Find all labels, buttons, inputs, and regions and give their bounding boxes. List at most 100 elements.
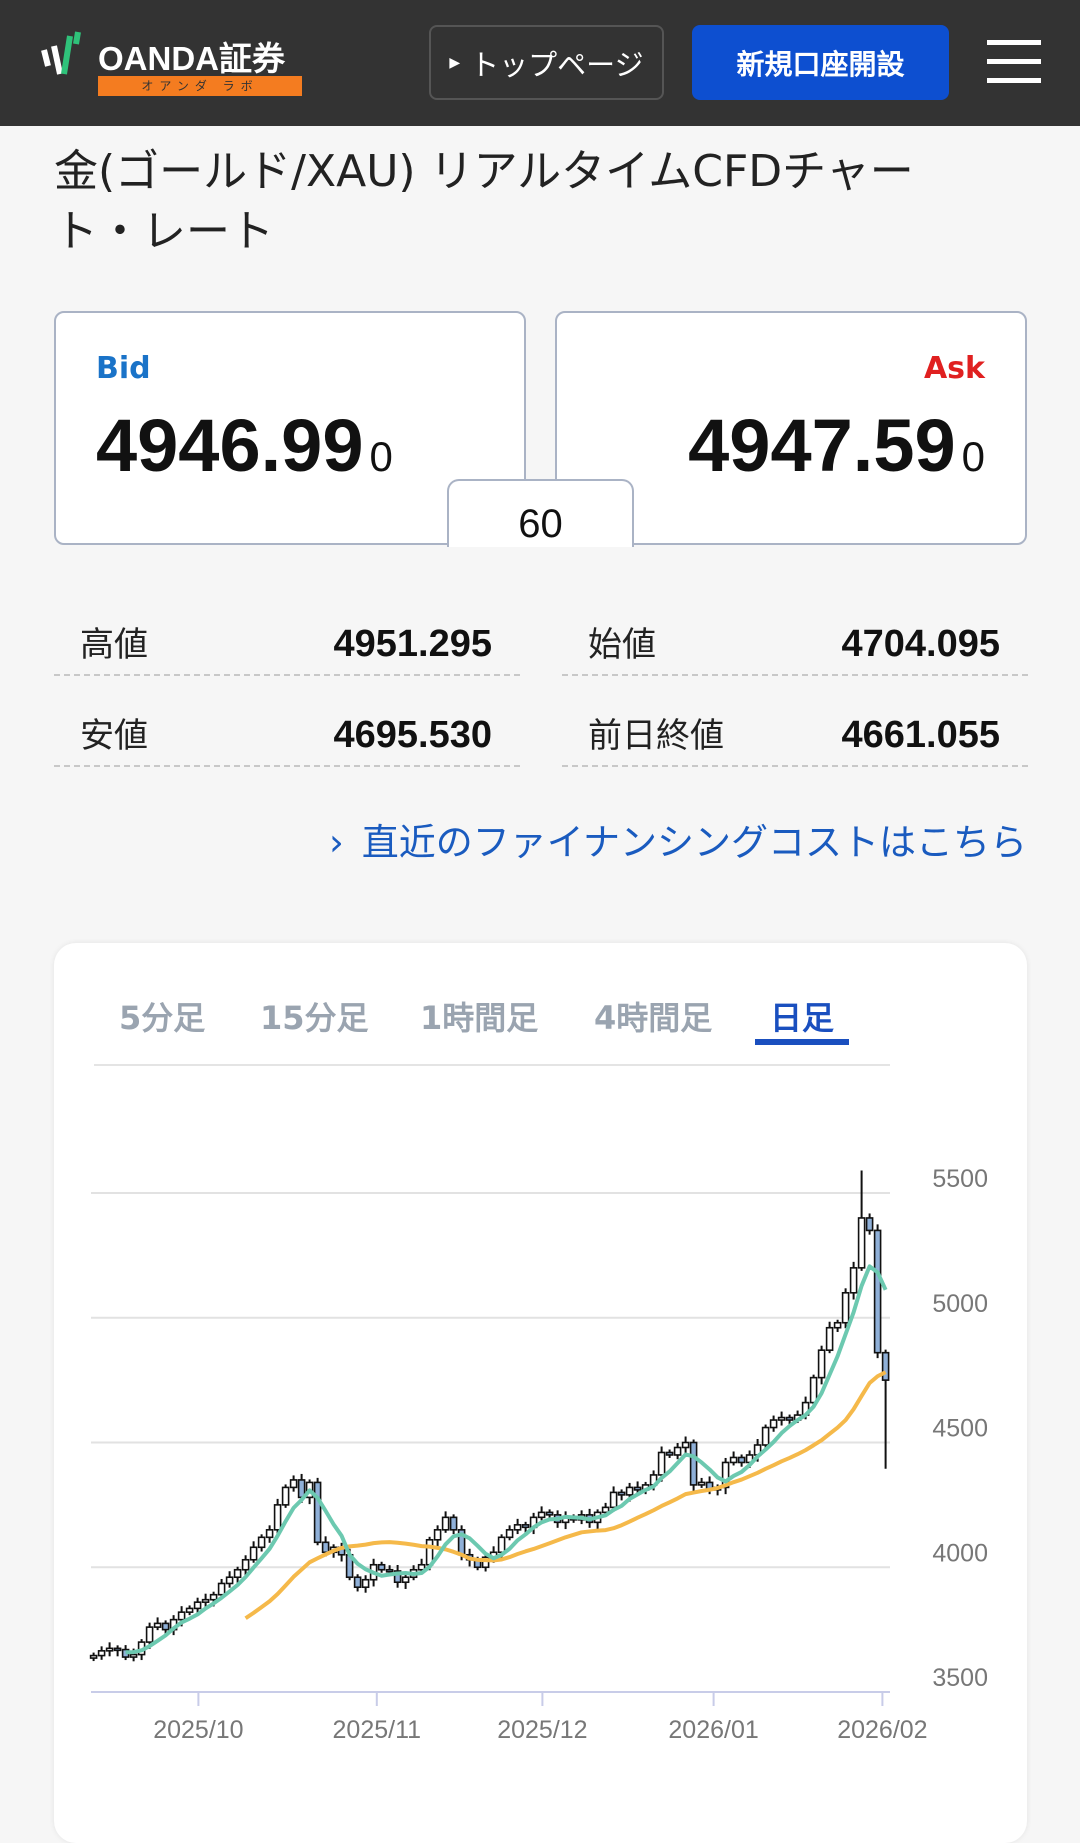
candle bbox=[361, 1578, 370, 1589]
candle bbox=[441, 1516, 450, 1531]
bid-price: 4946.99 0 bbox=[96, 404, 393, 487]
candle bbox=[777, 1416, 786, 1421]
candle bbox=[145, 1626, 154, 1643]
candle bbox=[665, 1451, 674, 1456]
candle bbox=[89, 1654, 98, 1659]
y-tick-label: 3500 bbox=[932, 1664, 988, 1692]
hamburger-menu-icon[interactable] bbox=[987, 40, 1041, 84]
candle bbox=[481, 1556, 490, 1569]
candle bbox=[865, 1217, 874, 1232]
candle bbox=[105, 1647, 114, 1652]
candle bbox=[625, 1486, 634, 1496]
candle bbox=[545, 1511, 554, 1516]
candle bbox=[241, 1558, 250, 1571]
candle bbox=[377, 1563, 386, 1571]
candle bbox=[785, 1416, 794, 1421]
chart-card: 5分足 15分足 1時間足 4時間足 日足 5500 5000 4500 4000 35… bbox=[54, 943, 1027, 1843]
candle bbox=[609, 1491, 618, 1509]
candle bbox=[257, 1536, 266, 1549]
candle bbox=[281, 1486, 290, 1506]
candle bbox=[809, 1376, 818, 1404]
price-chart[interactable]: 5500 5000 4500 4000 3500 2025/10 2025/11 2025/1… bbox=[54, 943, 1027, 1791]
candle bbox=[161, 1622, 170, 1631]
candle bbox=[657, 1451, 666, 1476]
stat-prev-close: 前日終値 4661.055 bbox=[562, 707, 1028, 767]
candle bbox=[177, 1611, 186, 1621]
x-tick-label: 2025/10 bbox=[153, 1716, 243, 1744]
candle bbox=[729, 1456, 738, 1464]
candle bbox=[825, 1326, 834, 1351]
candle bbox=[321, 1541, 330, 1554]
financing-cost-link[interactable]: › 直近のファイナンシングコストはこちら bbox=[328, 821, 1027, 864]
tab-15min[interactable]: 15分足 bbox=[260, 999, 369, 1037]
page-title: 金(ゴールド/XAU) リアルタイムCFDチャート・レート bbox=[54, 146, 914, 257]
tab-4hour[interactable]: 4時間足 bbox=[594, 999, 713, 1037]
ask-label: Ask bbox=[923, 351, 985, 386]
candle bbox=[505, 1529, 514, 1539]
triangle-right-icon: ▶ bbox=[449, 54, 461, 71]
ma-short-line bbox=[125, 1264, 888, 1655]
candle bbox=[513, 1524, 522, 1531]
candle bbox=[209, 1593, 218, 1601]
candle bbox=[833, 1321, 842, 1329]
candle bbox=[393, 1570, 402, 1584]
candle bbox=[537, 1511, 546, 1519]
candle bbox=[601, 1506, 610, 1514]
y-tick-label: 4000 bbox=[932, 1539, 988, 1567]
candle bbox=[841, 1291, 850, 1324]
candle bbox=[681, 1441, 690, 1449]
open-account-button[interactable]: 新規口座開設 bbox=[692, 25, 949, 100]
candle bbox=[497, 1536, 506, 1554]
candle bbox=[433, 1529, 442, 1541]
candle bbox=[817, 1349, 826, 1379]
candle bbox=[873, 1229, 882, 1354]
candle bbox=[97, 1650, 106, 1657]
candle bbox=[761, 1426, 770, 1446]
candle bbox=[225, 1576, 234, 1585]
candle bbox=[153, 1622, 162, 1628]
candle bbox=[353, 1576, 362, 1589]
bid-box: Bid 4946.99 0 bbox=[54, 311, 526, 545]
candle bbox=[249, 1546, 258, 1561]
stat-low: 安値 4695.530 bbox=[54, 707, 520, 767]
y-tick-label: 5000 bbox=[932, 1290, 988, 1318]
candle bbox=[401, 1576, 410, 1584]
top-page-button[interactable]: ▶ トップページ bbox=[429, 25, 664, 100]
candle bbox=[129, 1653, 138, 1658]
bid-label: Bid bbox=[96, 351, 151, 386]
tab-1hour[interactable]: 1時間足 bbox=[420, 999, 539, 1037]
candle bbox=[385, 1568, 394, 1573]
candle bbox=[633, 1486, 642, 1491]
stat-high: 高値 4951.295 bbox=[54, 616, 520, 676]
candle bbox=[617, 1491, 626, 1496]
logo-mark-icon bbox=[41, 31, 81, 75]
y-tick-label: 4500 bbox=[932, 1415, 988, 1443]
tab-5min[interactable]: 5分足 bbox=[119, 999, 206, 1037]
candle bbox=[185, 1607, 194, 1613]
candle bbox=[697, 1481, 706, 1486]
candle bbox=[217, 1582, 226, 1596]
candle bbox=[113, 1647, 122, 1652]
x-tick-label: 2025/11 bbox=[333, 1716, 422, 1744]
tab-daily[interactable]: 日足 bbox=[770, 999, 835, 1037]
spread-value: 60 bbox=[447, 479, 634, 547]
y-tick-label: 5500 bbox=[932, 1165, 988, 1193]
ma-long-line bbox=[244, 1370, 887, 1620]
candle bbox=[265, 1529, 274, 1539]
candle bbox=[689, 1441, 698, 1486]
candle bbox=[881, 1351, 890, 1381]
candle bbox=[201, 1598, 210, 1603]
candle bbox=[769, 1419, 778, 1429]
active-tab-indicator bbox=[755, 1039, 849, 1045]
oanda-logo[interactable]: OANDA証券 オアンダ ラボ bbox=[38, 28, 304, 98]
candle bbox=[193, 1601, 202, 1610]
candle bbox=[273, 1504, 282, 1531]
tab-divider bbox=[94, 1064, 890, 1066]
candle bbox=[737, 1456, 746, 1464]
candle bbox=[721, 1461, 730, 1489]
candle bbox=[849, 1267, 858, 1294]
x-tick-label: 2026/02 bbox=[837, 1716, 927, 1744]
candle bbox=[857, 1217, 866, 1269]
stat-open: 始値 4704.095 bbox=[562, 616, 1028, 676]
candle bbox=[313, 1481, 322, 1544]
